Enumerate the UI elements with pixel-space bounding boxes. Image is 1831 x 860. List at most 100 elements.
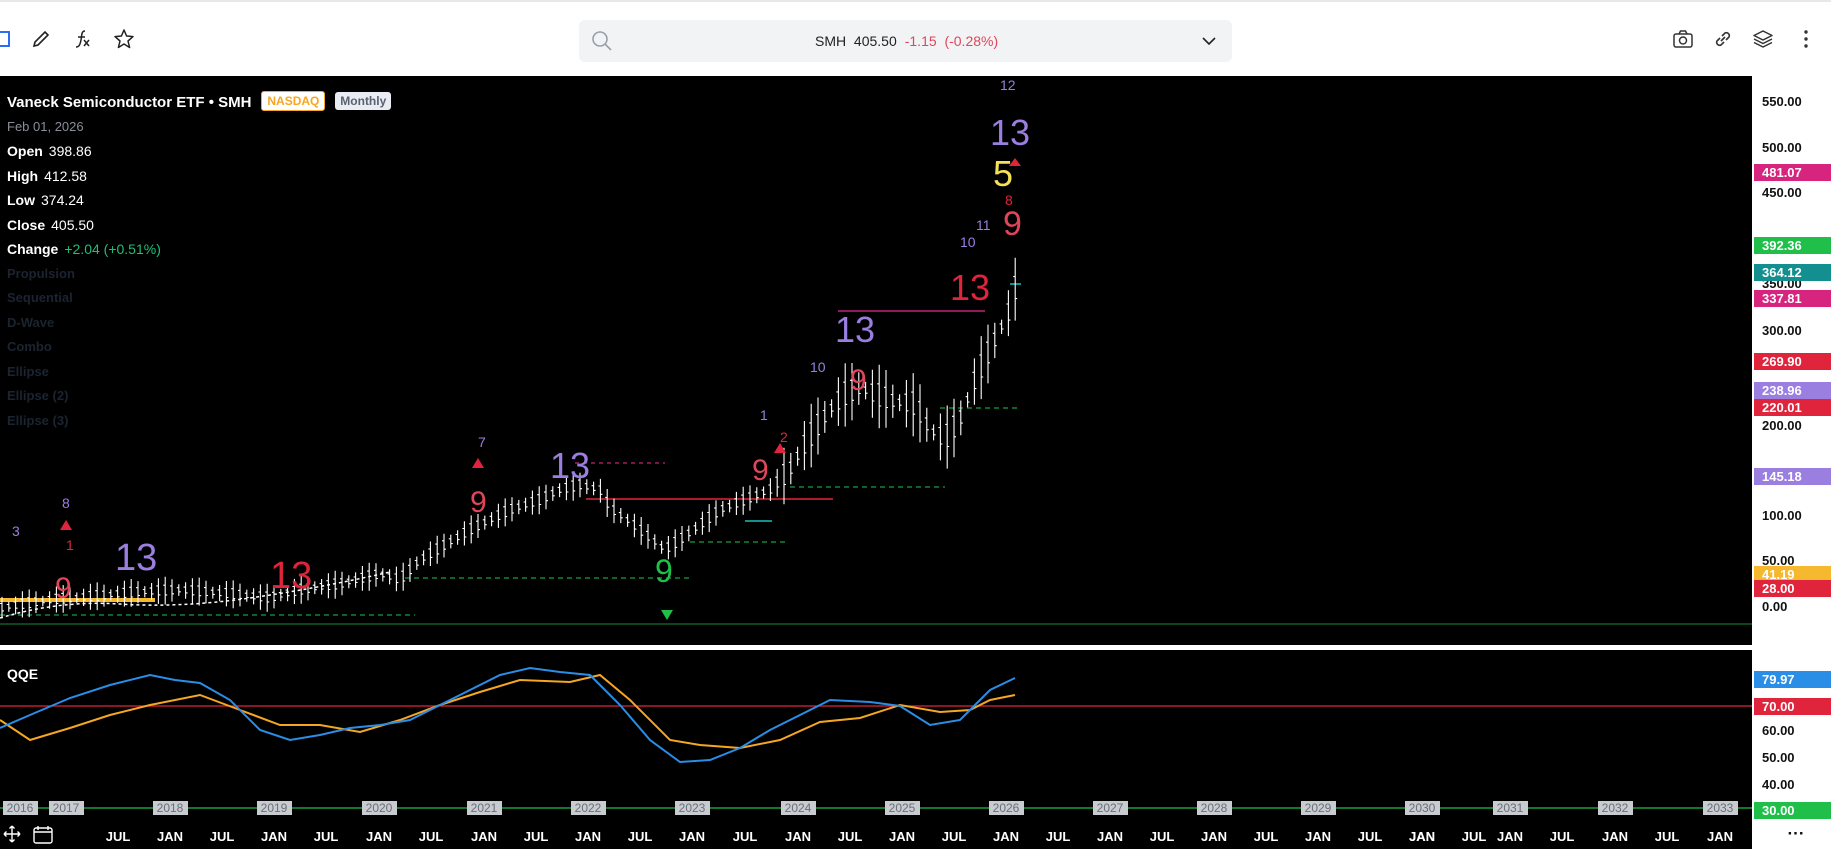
camera-icon[interactable] — [1668, 24, 1698, 54]
time-axis-label: JAN — [993, 829, 1019, 844]
ohlc-bar — [788, 452, 793, 485]
price-marker-badge — [1754, 353, 1831, 370]
ohlc-bar — [999, 319, 1004, 334]
ohlc-bar — [476, 514, 480, 538]
price-tick-label: 450.00 — [1762, 185, 1802, 200]
price-marker-value: 220.01 — [1762, 400, 1802, 415]
indicator-sequential[interactable]: Sequential — [7, 290, 73, 305]
symbol-search-bar[interactable]: SMH 405.50 -1.15 (-0.28%) — [579, 20, 1232, 62]
sell-arrow-icon — [774, 443, 786, 453]
td-count-label: 3 — [12, 523, 20, 539]
ohlc-bar — [918, 384, 922, 443]
ohlc-bar — [965, 392, 970, 408]
ohlc-bar — [108, 589, 113, 601]
ohlc-bar — [734, 491, 739, 515]
td-count-label: 1 — [66, 537, 74, 553]
price-marker-badge — [1754, 290, 1831, 307]
timeframe-badge[interactable]: Monthly — [335, 92, 392, 110]
ohlc-bar — [612, 498, 616, 524]
ohlc-bar — [979, 336, 984, 400]
indicator-combo[interactable]: Combo — [7, 339, 52, 354]
time-axis-label: JUL — [838, 829, 863, 844]
indicator-d-wave[interactable]: D-Wave — [7, 314, 55, 330]
indicator-ellipse-2[interactable]: Ellipse (2) — [7, 388, 69, 403]
year-label: 2020 — [366, 801, 393, 815]
ohlc-bar — [911, 373, 916, 437]
td-count-label: 13 — [990, 112, 1030, 153]
function-icon[interactable] — [68, 24, 98, 54]
price-tick-label: 50.00 — [1762, 553, 1795, 568]
ohlc-bar — [652, 534, 657, 550]
calendar-icon[interactable] — [32, 824, 54, 851]
star-icon[interactable] — [109, 24, 139, 54]
indicator-ellipse-3[interactable]: Ellipse (3) — [7, 412, 69, 428]
ohlc-bar — [584, 479, 589, 495]
sell-arrow-icon — [1009, 158, 1021, 166]
ohlc-bar — [27, 589, 32, 618]
ohlc-bar — [768, 478, 773, 501]
qqe-slow-line — [0, 673, 1016, 750]
ohlc-bar — [231, 580, 236, 609]
indicator-ellipse[interactable]: Ellipse — [7, 363, 49, 379]
pencil-icon[interactable] — [26, 24, 56, 54]
ohlc-bar — [380, 568, 385, 582]
more-options-button[interactable]: ··· — [1768, 824, 1824, 849]
ohlc-bar — [938, 413, 943, 461]
time-axis-label: JAN — [471, 829, 497, 844]
year-label-bg — [1093, 801, 1128, 815]
td-count-label: 11 — [976, 217, 991, 233]
ohlc-bar — [95, 582, 100, 611]
qqe-axis-labels: 60.00 50.00 40.00 79.97 70.00 30.00 — [1754, 671, 1831, 819]
time-axis-label: JUL — [628, 829, 653, 844]
legend-low: Low 374.24 — [7, 192, 84, 208]
bottom-bar — [0, 849, 1752, 860]
legend-date: Feb 01, 2026 — [7, 118, 84, 134]
ohlc-bar — [516, 499, 521, 515]
price-tick-label: 550.00 — [1762, 94, 1802, 109]
td-count-label: 1 — [760, 407, 768, 423]
ohlc-bar — [115, 585, 120, 603]
ohlc-bar — [782, 447, 786, 505]
ohlc-bar — [401, 562, 406, 591]
ohlc-bar — [346, 575, 351, 589]
price-marker-value: 364.12 — [1762, 265, 1802, 280]
ohlc-bar — [775, 468, 780, 497]
ohlc-bar — [88, 583, 93, 610]
time-axis-label: JUL — [314, 829, 339, 844]
ohlc-bar — [544, 484, 548, 510]
chart-area[interactable]: 13 13 13 13 13 13 9 9 9 9 9 9 5 3 8 1 7 12 11 8 10 10 2 1 550.0… — [0, 76, 1831, 860]
ohlc-bar — [183, 582, 188, 599]
ohlc-bar — [659, 540, 664, 554]
qqe-tick-label: 40.00 — [1762, 777, 1795, 792]
ohlc-bar — [299, 575, 304, 604]
more-vertical-icon[interactable] — [1791, 24, 1821, 54]
td-count-label: 9 — [55, 572, 72, 605]
ohlc-bar — [727, 499, 732, 513]
year-label: 2027 — [1097, 801, 1124, 815]
year-label-bg — [153, 801, 188, 815]
indicator-propulsion[interactable]: Propulsion — [7, 265, 75, 281]
ohlc-bar — [714, 500, 718, 526]
time-axis-label: JUL — [1462, 829, 1487, 844]
year-label: 2030 — [1409, 801, 1436, 815]
layout-icon[interactable] — [0, 24, 22, 54]
chevron-down-icon[interactable] — [1200, 32, 1218, 55]
ohlc-bar — [605, 489, 610, 517]
ohlc-bar — [204, 580, 208, 604]
legend-open: Open 398.86 — [7, 143, 92, 159]
time-axis-label: JUL — [1358, 829, 1383, 844]
ohlc-bar — [421, 550, 426, 566]
ohlc-bar — [809, 403, 814, 468]
price-tick-label: 300.00 — [1762, 323, 1802, 338]
td-count-label: 10 — [960, 234, 976, 250]
time-axis-label: JUL — [942, 829, 967, 844]
layers-icon[interactable] — [1748, 24, 1778, 54]
ohlc-bar — [986, 324, 990, 384]
link-icon[interactable] — [1708, 24, 1738, 54]
move-icon[interactable] — [2, 824, 22, 849]
year-label-bg — [467, 801, 502, 815]
ohlc-bar — [856, 372, 861, 405]
ohlc-bar — [455, 530, 460, 545]
time-axis-label: JAN — [679, 829, 705, 844]
